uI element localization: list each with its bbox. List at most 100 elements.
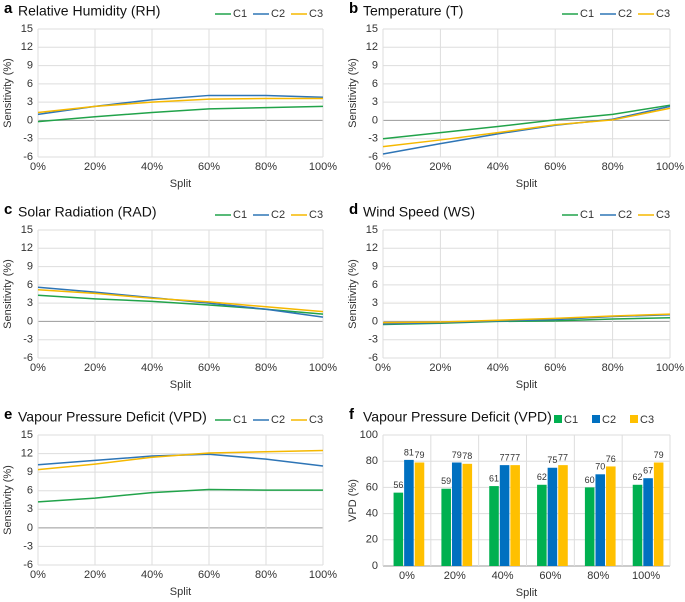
y-tick-label: 0 (27, 114, 33, 126)
legend-label: C2 (271, 209, 285, 221)
y-axis-label: Sensitivity (%) (347, 58, 359, 128)
legend-label: C1 (580, 209, 594, 221)
x-tick-label: 80% (602, 161, 624, 173)
y-axis-label: Sensitivity (%) (347, 259, 359, 329)
legend-label: C3 (309, 209, 323, 221)
x-tick-label: 60% (544, 161, 566, 173)
legend-label: C2 (618, 8, 632, 20)
y-tick-label: -6 (23, 352, 33, 364)
y-tick-label: -6 (368, 151, 378, 163)
value-label: 75 (547, 455, 557, 465)
y-tick-label: 15 (366, 224, 378, 236)
x-tick-label: 20% (444, 570, 466, 582)
chart-title: Vapour Pressure Deficit (VPD) (363, 409, 552, 425)
value-label: 79 (414, 450, 424, 460)
x-tick-label: 0% (399, 570, 415, 582)
value-label: 77 (500, 453, 510, 463)
chart-title: Temperature (T) (363, 3, 463, 19)
y-tick-label: 15 (21, 23, 33, 35)
bar (451, 462, 462, 566)
x-tick-label: 40% (487, 161, 509, 173)
x-axis-label: Split (516, 379, 537, 391)
y-axis-label: VPD (%) (347, 479, 359, 522)
x-tick-label: 0% (30, 362, 46, 374)
legend-swatch (554, 415, 562, 423)
x-tick-label: 60% (198, 569, 220, 581)
y-tick-label: 20 (366, 534, 378, 546)
x-tick-label: 0% (375, 362, 391, 374)
y-tick-label: 9 (27, 59, 33, 71)
bar (558, 465, 568, 566)
y-tick-label: 9 (27, 466, 33, 478)
line (382, 313, 671, 324)
y-tick-label: -3 (368, 133, 378, 145)
chart-title: Relative Humidity (RH) (18, 3, 160, 19)
y-tick-label: 9 (372, 59, 378, 71)
x-tick-label: 40% (492, 570, 514, 582)
y-tick-label: 12 (366, 242, 378, 254)
panel-label: c (4, 201, 12, 218)
legend-swatch (592, 415, 600, 423)
legend-label: C3 (309, 8, 323, 20)
y-tick-label: -3 (368, 334, 378, 346)
x-tick-label: 20% (429, 362, 451, 374)
y-tick-label: 3 (27, 503, 33, 515)
value-label: 77 (510, 453, 520, 463)
line (382, 107, 671, 148)
y-axis-label: Sensitivity (%) (2, 58, 14, 128)
x-tick-label: 40% (487, 362, 509, 374)
x-tick-label: 60% (198, 362, 220, 374)
line (382, 104, 671, 140)
x-tick-label: 100% (656, 362, 684, 374)
value-label: 60 (585, 475, 595, 485)
bar (606, 466, 616, 566)
bar (414, 462, 425, 566)
x-tick-label: 100% (309, 362, 337, 374)
x-tick-label: 60% (198, 161, 220, 173)
bar (489, 486, 499, 566)
x-tick-label: 80% (255, 569, 277, 581)
legend-label: C3 (309, 414, 323, 426)
x-axis-label: Split (170, 178, 191, 190)
x-tick-label: 100% (309, 569, 337, 581)
value-label: 76 (606, 454, 616, 464)
line (37, 453, 324, 467)
y-axis-label: Sensitivity (%) (2, 465, 14, 535)
y-tick-label: 6 (27, 78, 33, 90)
value-label: 62 (537, 472, 547, 482)
y-tick-label: -6 (23, 151, 33, 163)
panel-label: b (349, 0, 358, 17)
value-label: 78 (462, 451, 472, 461)
value-label: 81 (404, 447, 414, 457)
y-tick-label: 0 (27, 315, 33, 327)
line (37, 488, 323, 503)
y-tick-label: 0 (372, 560, 378, 572)
value-label: 79 (654, 450, 664, 460)
x-tick-label: 80% (602, 362, 624, 374)
x-tick-label: 80% (587, 570, 609, 582)
x-axis-label: Split (170, 586, 191, 598)
x-tick-label: 40% (141, 362, 163, 374)
x-tick-label: 100% (656, 161, 684, 173)
y-tick-label: 12 (21, 41, 33, 53)
y-tick-label: -6 (23, 559, 33, 571)
legend-swatch (630, 415, 638, 423)
y-tick-label: 3 (27, 297, 33, 309)
legend-label: C2 (602, 414, 616, 426)
legend-label: C1 (233, 209, 247, 221)
x-axis-label: Split (170, 379, 191, 391)
bar (584, 487, 595, 566)
y-tick-label: -3 (23, 334, 33, 346)
panel-label: a (4, 0, 13, 17)
legend-label: C2 (618, 209, 632, 221)
bar (441, 488, 451, 566)
bar (510, 465, 520, 566)
y-tick-label: 3 (372, 297, 378, 309)
bar (547, 467, 558, 566)
line (37, 288, 324, 313)
bar (643, 478, 653, 566)
y-tick-label: 6 (372, 78, 378, 90)
legend-label: C3 (656, 8, 670, 20)
panel-label: e (4, 406, 12, 423)
